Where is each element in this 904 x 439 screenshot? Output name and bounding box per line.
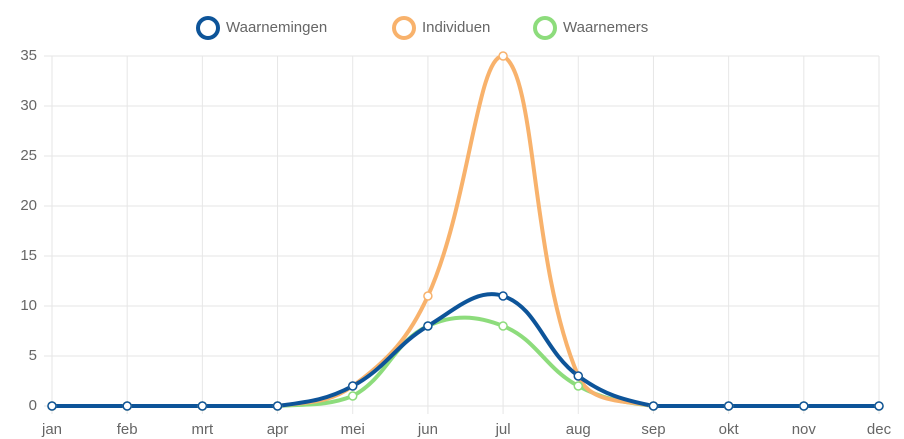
x-tick-label: okt [719,421,740,438]
x-tick-label: jun [417,421,438,438]
y-tick-label: 20 [20,197,37,214]
x-tick-label: mei [341,421,365,438]
legend-label[interactable]: Individuen [422,19,490,36]
series-line [52,292,879,408]
y-tick-label: 15 [20,247,37,264]
data-point [347,381,358,391]
x-tick-label: aug [566,421,591,438]
legend-marker[interactable] [196,16,220,40]
x-tick-label: mrt [192,421,214,438]
data-point [347,391,358,401]
data-point [122,401,132,411]
data-point [573,371,584,381]
data-point [423,291,433,301]
data-point [573,381,584,391]
data-point [723,401,734,411]
x-tick-label: apr [267,421,289,438]
series-line [52,53,879,408]
y-tick-label: 5 [29,347,37,364]
legend-marker[interactable] [533,16,557,40]
x-tick-label: sep [641,421,665,438]
legend-marker[interactable] [392,16,416,40]
data-point [648,401,659,411]
x-tick-label: dec [867,421,892,438]
data-point [423,321,433,331]
series-line [52,315,879,408]
y-tick-label: 10 [20,297,37,314]
data-point [47,401,57,411]
x-tick-label: nov [792,421,817,438]
x-tick-label: jul [495,421,511,438]
x-tick-label: jan [41,421,62,438]
data-point [874,401,884,411]
data-point [498,291,508,301]
y-tick-label: 0 [29,397,37,414]
y-tick-label: 25 [20,147,37,164]
y-tick-label: 35 [20,47,37,64]
legend-label[interactable]: Waarnemingen [226,19,327,36]
data-point [272,401,283,411]
data-point [799,401,809,411]
data-point [498,321,508,331]
legend-label[interactable]: Waarnemers [563,19,648,36]
y-tick-label: 30 [20,97,37,114]
data-point [197,401,208,411]
data-point [498,51,508,61]
x-tick-label: feb [117,421,138,438]
